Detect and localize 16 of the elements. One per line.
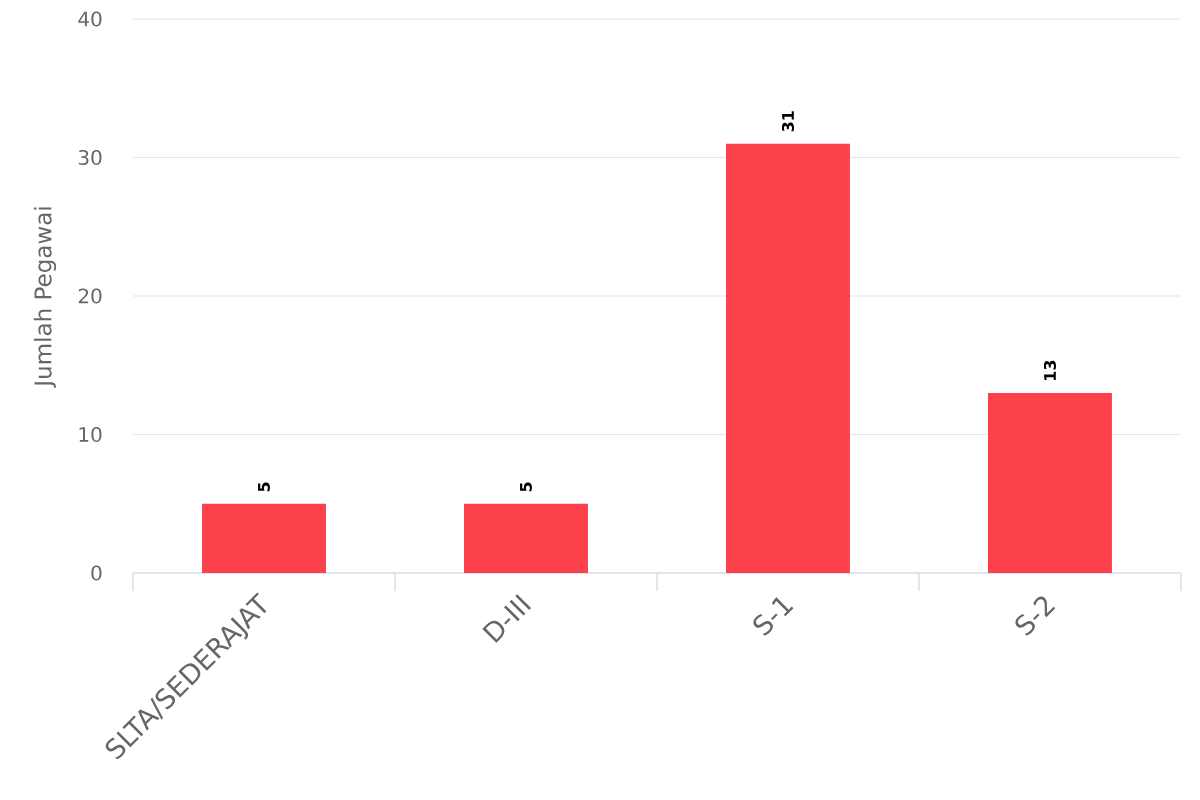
data-label: 31 — [781, 111, 795, 132]
data-label: 5 — [258, 482, 270, 492]
y-tick-label: 10 — [79, 426, 102, 443]
y-tick-label: 0 — [91, 565, 102, 581]
data-label: 13 — [1043, 360, 1057, 380]
bar — [988, 392, 1112, 573]
bar — [202, 503, 326, 573]
data-label: 5 — [520, 482, 532, 492]
bar — [726, 143, 850, 573]
x-tick-label: S-1 — [753, 597, 794, 636]
x-tick-label: S-2 — [1015, 596, 1056, 636]
y-tick-label: 40 — [78, 11, 102, 27]
bar — [464, 503, 588, 573]
y-axis-title: Jumlah Pegawai — [33, 207, 57, 388]
y-tick-label: 20 — [78, 288, 102, 304]
y-tick-label: 30 — [78, 149, 102, 166]
